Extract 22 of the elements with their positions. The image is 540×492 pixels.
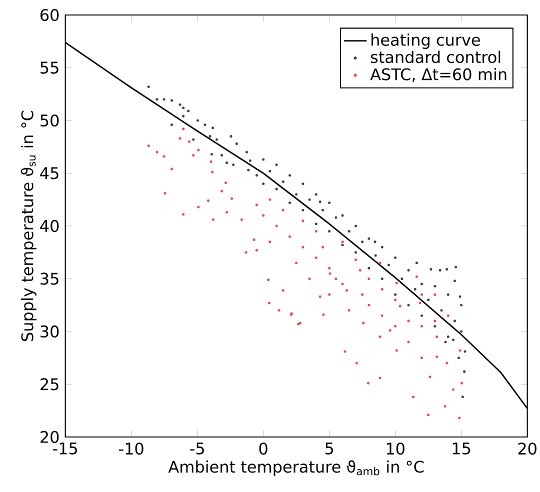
y-axis-title: Supply temperature ϑ$_{su}$ in °C — [20, 110, 36, 341]
y-tick-label: 40 — [40, 220, 59, 232]
y-tick-label: 45 — [40, 167, 58, 180]
y-tick-label: 20 — [40, 430, 59, 444]
legend-label: ASTC, Δt=60 min — [370, 68, 506, 82]
x-tick-label: 20 — [518, 442, 536, 455]
legend-label: standard control — [370, 50, 500, 64]
legend-label: heating curve — [372, 34, 480, 49]
y-tick-label: 35 — [40, 272, 58, 285]
y-tick-label: 25 — [40, 378, 58, 390]
x-tick-label: -5 — [190, 442, 204, 454]
y-tick-label: 50 — [40, 114, 59, 127]
y-tick-label: 55 — [40, 62, 58, 74]
x-tick-label: -15 — [53, 442, 78, 454]
x-tick-label: 5 — [325, 442, 334, 454]
y-tick-label: 60 — [40, 8, 59, 22]
x-tick-label: 10 — [386, 442, 404, 455]
x-tick-label: -10 — [119, 442, 144, 455]
y-tick-label: 30 — [40, 325, 59, 338]
x-axis-title: Ambient temperature ϑ$_{amb}$ in °C — [168, 460, 424, 476]
x-tick-label: 0 — [259, 442, 268, 455]
x-tick-label: 15 — [452, 442, 470, 454]
